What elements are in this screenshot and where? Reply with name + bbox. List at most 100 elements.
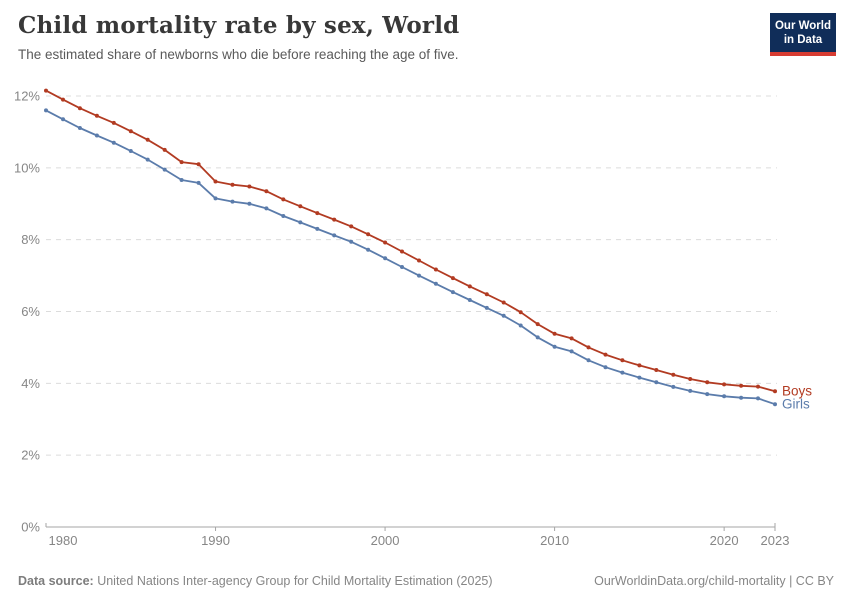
data-point-girls-1987[interactable]: [162, 167, 167, 172]
data-point-girls-2022[interactable]: [756, 396, 760, 401]
data-point-girls-2014[interactable]: [620, 370, 625, 375]
data-point-girls-1986[interactable]: [145, 157, 150, 162]
data-point-boys-1999[interactable]: [366, 232, 371, 237]
data-point-girls-1993[interactable]: [264, 206, 269, 211]
data-point-boys-2009[interactable]: [535, 322, 540, 327]
data-point-boys-2022[interactable]: [756, 384, 760, 389]
data-point-boys-1991[interactable]: [230, 182, 235, 187]
data-point-girls-2015[interactable]: [637, 375, 642, 380]
data-point-girls-1988[interactable]: [179, 178, 184, 182]
data-point-boys-1998[interactable]: [349, 224, 354, 229]
data-point-boys-1997[interactable]: [332, 217, 337, 222]
data-point-boys-1981[interactable]: [61, 97, 65, 102]
data-point-boys-2004[interactable]: [450, 276, 455, 281]
series-line-boys[interactable]: [45, 89, 776, 393]
data-point-boys-2015[interactable]: [637, 363, 642, 368]
owid-logo[interactable]: Our World in Data: [770, 13, 836, 56]
data-point-girls-2002[interactable]: [417, 273, 421, 278]
series-label-girls[interactable]: Girls: [782, 397, 810, 412]
data-point-boys-2014[interactable]: [620, 358, 625, 363]
data-point-girls-2006[interactable]: [484, 305, 489, 310]
data-point-boys-1993[interactable]: [264, 189, 269, 194]
data-point-girls-2016[interactable]: [654, 380, 659, 385]
data-point-girls-2020[interactable]: [722, 394, 727, 399]
data-point-girls-2017[interactable]: [671, 384, 676, 389]
data-point-boys-1992[interactable]: [247, 184, 252, 189]
data-point-girls-2010[interactable]: [552, 344, 557, 349]
data-point-girls-2012[interactable]: [586, 358, 591, 363]
data-point-boys-2007[interactable]: [501, 300, 506, 305]
data-point-boys-1995[interactable]: [298, 204, 303, 209]
data-point-girls-1984[interactable]: [111, 140, 116, 145]
data-point-girls-2003[interactable]: [433, 281, 438, 286]
data-point-boys-1982[interactable]: [77, 106, 82, 111]
data-point-girls-1998[interactable]: [349, 239, 354, 244]
data-point-boys-1996[interactable]: [315, 211, 320, 216]
data-point-boys-1984[interactable]: [111, 120, 116, 125]
data-point-girls-2018[interactable]: [688, 388, 693, 393]
data-point-girls-1982[interactable]: [77, 126, 82, 130]
data-point-boys-1994[interactable]: [281, 197, 286, 202]
data-point-boys-1987[interactable]: [162, 147, 167, 152]
data-point-boys-1980[interactable]: [44, 88, 48, 93]
series-label-boys[interactable]: Boys: [782, 384, 812, 399]
data-point-boys-2010[interactable]: [552, 331, 557, 336]
data-point-girls-2001[interactable]: [400, 265, 404, 269]
data-point-boys-2001[interactable]: [400, 249, 404, 254]
data-point-girls-2008[interactable]: [518, 323, 523, 328]
data-point-boys-2008[interactable]: [518, 310, 523, 315]
data-point-girls-2021[interactable]: [739, 395, 744, 400]
data-point-boys-1983[interactable]: [94, 113, 99, 118]
data-point-girls-1990[interactable]: [213, 196, 218, 201]
data-point-girls-1994[interactable]: [281, 214, 286, 218]
data-point-girls-1992[interactable]: [247, 201, 252, 206]
data-point-girls-2009[interactable]: [535, 335, 540, 340]
data-point-girls-2007[interactable]: [501, 313, 506, 318]
data-point-boys-2020[interactable]: [722, 382, 727, 387]
owid-logo-line1: Our World: [774, 20, 831, 32]
data-point-boys-2023[interactable]: [773, 389, 777, 394]
data-point-girls-2019[interactable]: [705, 392, 710, 397]
data-point-boys-2021[interactable]: [739, 383, 744, 388]
data-point-boys-2005[interactable]: [467, 284, 472, 289]
data-point-boys-2013[interactable]: [603, 352, 608, 357]
series-line-girls[interactable]: [45, 109, 776, 406]
x-axis-label-2010: 2010: [540, 533, 569, 548]
data-point-boys-2017[interactable]: [671, 372, 676, 377]
data-point-girls-1996[interactable]: [315, 226, 320, 231]
data-point-girls-1989[interactable]: [196, 180, 201, 185]
data-point-girls-1997[interactable]: [332, 233, 337, 238]
data-point-girls-1991[interactable]: [230, 199, 235, 204]
owid-url-link[interactable]: OurWorldinData.org/child-mortality: [594, 574, 786, 588]
data-point-girls-1985[interactable]: [128, 149, 133, 153]
data-point-boys-2003[interactable]: [433, 267, 438, 272]
data-point-boys-2019[interactable]: [705, 380, 710, 385]
data-point-boys-2012[interactable]: [586, 345, 591, 350]
data-point-girls-1995[interactable]: [298, 220, 303, 225]
data-point-boys-2000[interactable]: [383, 240, 388, 245]
data-point-boys-1985[interactable]: [128, 129, 133, 134]
data-point-boys-1990[interactable]: [213, 179, 218, 184]
data-point-boys-2018[interactable]: [688, 377, 693, 381]
data-point-boys-1988[interactable]: [179, 160, 184, 165]
y-axis-label-8%: 8%: [21, 232, 40, 247]
data-point-girls-2023[interactable]: [773, 402, 777, 407]
data-point-boys-2016[interactable]: [654, 368, 659, 372]
data-point-girls-1980[interactable]: [44, 108, 48, 113]
data-point-boys-1989[interactable]: [196, 162, 201, 167]
data-point-girls-1981[interactable]: [61, 117, 65, 122]
data-point-girls-2013[interactable]: [603, 365, 608, 370]
data-source-text: United Nations Inter-agency Group for Ch…: [93, 574, 493, 588]
data-point-boys-2011[interactable]: [569, 336, 574, 341]
data-point-girls-2011[interactable]: [569, 349, 574, 354]
data-point-boys-2006[interactable]: [484, 292, 489, 297]
data-point-girls-2005[interactable]: [467, 298, 472, 302]
data-point-boys-2002[interactable]: [417, 258, 421, 263]
data-point-girls-1999[interactable]: [366, 247, 371, 252]
data-point-girls-2000[interactable]: [383, 256, 388, 261]
x-axis-label-1990: 1990: [201, 533, 230, 548]
data-point-girls-2004[interactable]: [450, 290, 455, 295]
data-point-girls-1983[interactable]: [94, 133, 99, 138]
data-point-boys-1986[interactable]: [145, 137, 150, 142]
